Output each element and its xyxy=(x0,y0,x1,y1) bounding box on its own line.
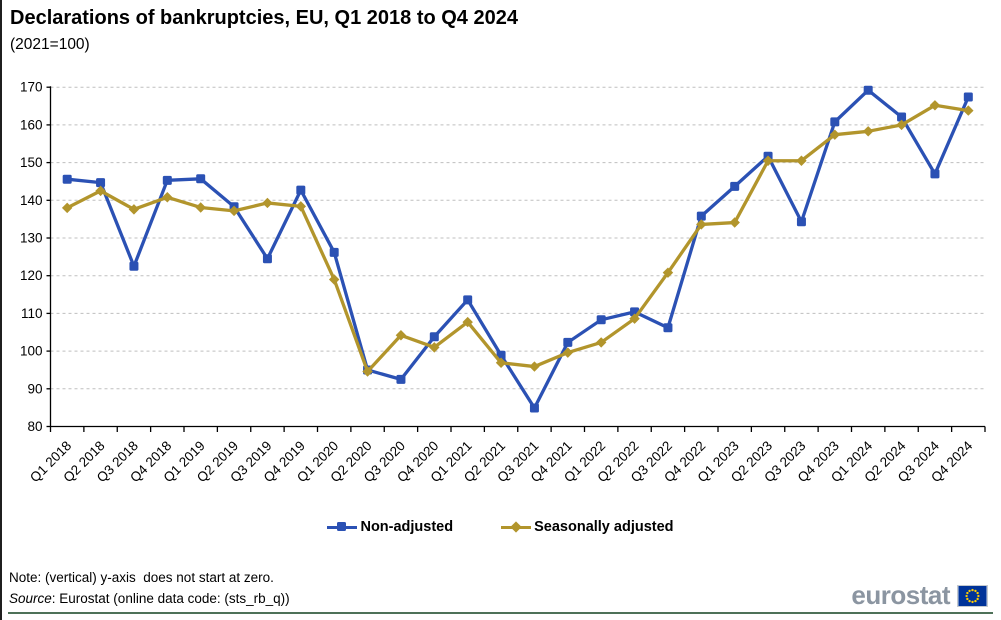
y-axis-tick-label: 140 xyxy=(20,193,43,208)
legend-label-non-adjusted: Non-adjusted xyxy=(360,519,454,535)
data-point-square xyxy=(329,247,339,257)
data-point-square xyxy=(96,178,106,188)
source-text: Source: Eurostat (online data code: (sts… xyxy=(9,591,290,606)
data-point-square xyxy=(897,112,907,122)
bottom-rule xyxy=(8,612,993,614)
y-axis-tick-label: 150 xyxy=(20,155,43,170)
data-point-square xyxy=(696,211,706,221)
data-point-square xyxy=(129,261,139,271)
data-point-diamond xyxy=(128,204,140,215)
y-axis-tick-label: 110 xyxy=(21,306,43,321)
eu-flag-star xyxy=(965,594,968,598)
non-adjusted-marker-icon xyxy=(327,522,358,532)
data-point-diamond xyxy=(395,330,407,341)
data-point-diamond xyxy=(529,361,540,372)
y-axis-tick-label: 160 xyxy=(20,117,43,132)
data-point-diamond xyxy=(629,313,640,324)
y-axis-tick-label: 130 xyxy=(20,231,43,246)
data-point-square xyxy=(730,181,740,191)
data-point-square xyxy=(262,254,272,264)
eu-flag-star xyxy=(977,594,980,598)
chart-title: Declarations of bankruptcies, EU, Q1 201… xyxy=(10,7,518,29)
data-point-square xyxy=(529,403,539,413)
eu-flag-star xyxy=(968,599,971,603)
data-point-square xyxy=(396,374,406,384)
data-point-square xyxy=(429,332,439,342)
data-point-square xyxy=(296,185,306,195)
eu-flag-star xyxy=(976,597,979,601)
legend-item-seasonally-adjusted: Seasonally adjusted xyxy=(501,519,674,535)
y-axis-tick-label: 120 xyxy=(20,268,43,283)
eu-flag-star xyxy=(966,591,969,595)
data-point-diamond xyxy=(195,202,206,213)
data-point-diamond xyxy=(462,316,473,328)
eu-flag-star xyxy=(974,589,977,593)
eu-flag-star xyxy=(974,599,977,603)
data-point-diamond xyxy=(562,347,574,358)
eu-flag-star xyxy=(968,589,971,593)
eu-flag-icon xyxy=(957,585,988,607)
data-point-diamond xyxy=(862,126,874,137)
legend-label-seasonally-adjusted: Seasonally adjusted xyxy=(534,519,674,535)
left-border xyxy=(0,0,2,620)
legend-item-non-adjusted: Non-adjusted xyxy=(327,519,453,535)
data-point-square xyxy=(963,92,973,102)
series-line xyxy=(66,103,969,374)
series-non-adjusted xyxy=(62,85,973,413)
data-point-square xyxy=(463,295,473,305)
source-rest: : Eurostat (online data code: (sts_rb_q)… xyxy=(51,591,290,606)
data-point-square xyxy=(830,117,840,127)
y-axis-tick-label: 100 xyxy=(20,344,43,359)
source-label: Source xyxy=(9,591,52,606)
seasonally-adjusted-marker-icon xyxy=(501,521,532,533)
data-point-square xyxy=(663,323,673,333)
eurostat-logo: eurostat xyxy=(851,582,988,608)
data-point-diamond xyxy=(262,197,273,209)
data-point-square xyxy=(196,174,206,184)
eu-flag-star xyxy=(971,600,974,604)
data-point-square xyxy=(62,174,72,184)
data-point-diamond xyxy=(328,274,340,285)
y-axis-tick-label: 90 xyxy=(27,381,42,396)
eu-flag-star xyxy=(976,591,979,595)
data-point-diamond xyxy=(295,201,307,212)
data-point-diamond xyxy=(362,366,373,377)
data-point-diamond xyxy=(429,342,440,353)
data-point-square xyxy=(162,175,172,185)
eu-flag-star xyxy=(971,588,974,592)
y-axis-tick-label: 170 xyxy=(20,80,43,95)
y-axis-tick-label: 80 xyxy=(27,419,42,434)
data-point-square xyxy=(563,337,573,347)
data-point-diamond xyxy=(896,119,907,131)
eurostat-logo-text: eurostat xyxy=(851,580,950,610)
legend: Non-adjusted Seasonally adjusted xyxy=(0,519,1001,535)
data-point-square xyxy=(596,315,606,325)
data-point-square xyxy=(930,169,940,179)
series-line xyxy=(67,88,970,410)
data-point-diamond xyxy=(495,357,507,369)
series-seasonally-adjusted xyxy=(61,100,974,377)
data-point-square xyxy=(796,217,806,227)
chart-subtitle: (2021=100) xyxy=(10,36,90,53)
eu-flag-star xyxy=(966,597,969,601)
data-point-square xyxy=(863,85,873,95)
note-text: Note: (vertical) y-axis does not start a… xyxy=(9,570,274,585)
